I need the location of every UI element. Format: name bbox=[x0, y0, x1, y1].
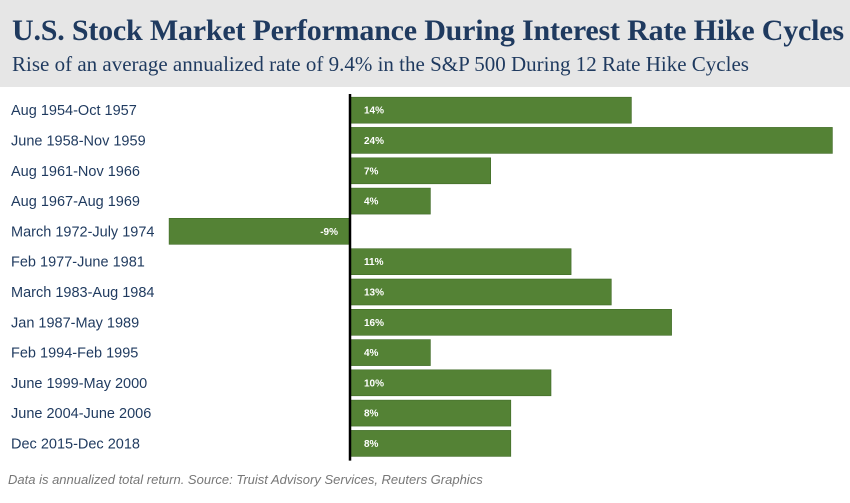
data-label-7: 16% bbox=[364, 318, 384, 329]
category-label-7: Jan 1987-May 1989 bbox=[11, 315, 139, 331]
bar-9 bbox=[349, 369, 552, 397]
data-label-9: 10% bbox=[364, 378, 384, 389]
data-label-8: 4% bbox=[364, 348, 379, 359]
category-label-11: Dec 2015-Dec 2018 bbox=[11, 436, 140, 452]
category-label-9: June 1999-May 2000 bbox=[11, 376, 147, 392]
category-label-10: June 2004-June 2006 bbox=[11, 406, 151, 422]
category-label-0: Aug 1954-Oct 1957 bbox=[11, 103, 137, 119]
bar-1 bbox=[349, 127, 833, 154]
bar-5 bbox=[349, 248, 572, 275]
data-label-10: 8% bbox=[364, 409, 379, 420]
category-label-3: Aug 1967-Aug 1969 bbox=[11, 194, 140, 210]
chart-title: U.S. Stock Market Performance During Int… bbox=[12, 14, 844, 47]
bar-10 bbox=[349, 399, 512, 427]
bar-8 bbox=[349, 339, 431, 366]
bar-7 bbox=[349, 309, 672, 336]
data-label-2: 7% bbox=[364, 166, 379, 177]
bar-chart: Aug 1954-Oct 1957 14% June 1958-Nov 1959 24… bbox=[11, 94, 833, 461]
bar-4 bbox=[168, 218, 351, 245]
bar-6 bbox=[349, 278, 612, 306]
data-label-6: 13% bbox=[364, 288, 384, 299]
category-label-5: Feb 1977-June 1981 bbox=[11, 255, 145, 271]
bar-2 bbox=[349, 157, 491, 185]
category-label-4: March 1972-July 1974 bbox=[11, 224, 154, 240]
data-label-5: 11% bbox=[364, 257, 384, 268]
header-band: U.S. Stock Market Performance During Int… bbox=[0, 0, 850, 87]
data-label-11: 8% bbox=[364, 439, 379, 450]
category-label-6: March 1983-Aug 1984 bbox=[11, 285, 155, 301]
category-label-1: June 1958-Nov 1959 bbox=[11, 133, 146, 149]
category-label-8: Feb 1994-Feb 1995 bbox=[11, 346, 138, 362]
chart-subtitle: Rise of an average annualized rate of 9.… bbox=[12, 52, 749, 76]
bar-3 bbox=[349, 187, 431, 215]
bar-11 bbox=[349, 430, 512, 457]
data-label-1: 24% bbox=[364, 136, 384, 147]
data-label-4: -9% bbox=[320, 227, 338, 238]
data-label-3: 4% bbox=[364, 197, 379, 208]
source-note: Data is annualized total return. Source:… bbox=[8, 472, 483, 487]
category-label-2: Aug 1961-Nov 1966 bbox=[11, 164, 140, 180]
bar-0 bbox=[349, 96, 632, 124]
data-label-0: 14% bbox=[364, 106, 384, 117]
